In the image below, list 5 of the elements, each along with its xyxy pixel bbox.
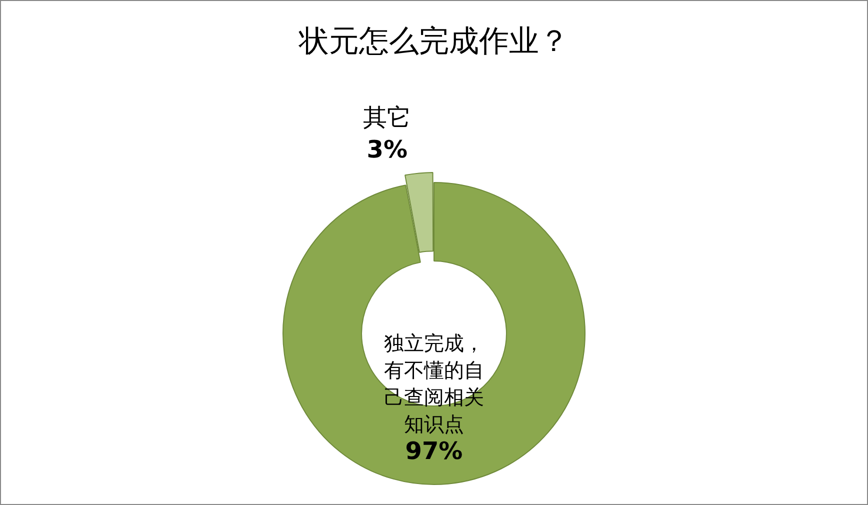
data-label: 97% xyxy=(405,436,463,465)
slice-label: 其它 xyxy=(363,104,412,132)
chart-title: 状元怎么完成作业？ xyxy=(298,24,569,59)
data-label: 3% xyxy=(366,136,408,164)
slice-label: 独立完成，有不懂的自己查阅相关知识点 xyxy=(384,330,484,436)
